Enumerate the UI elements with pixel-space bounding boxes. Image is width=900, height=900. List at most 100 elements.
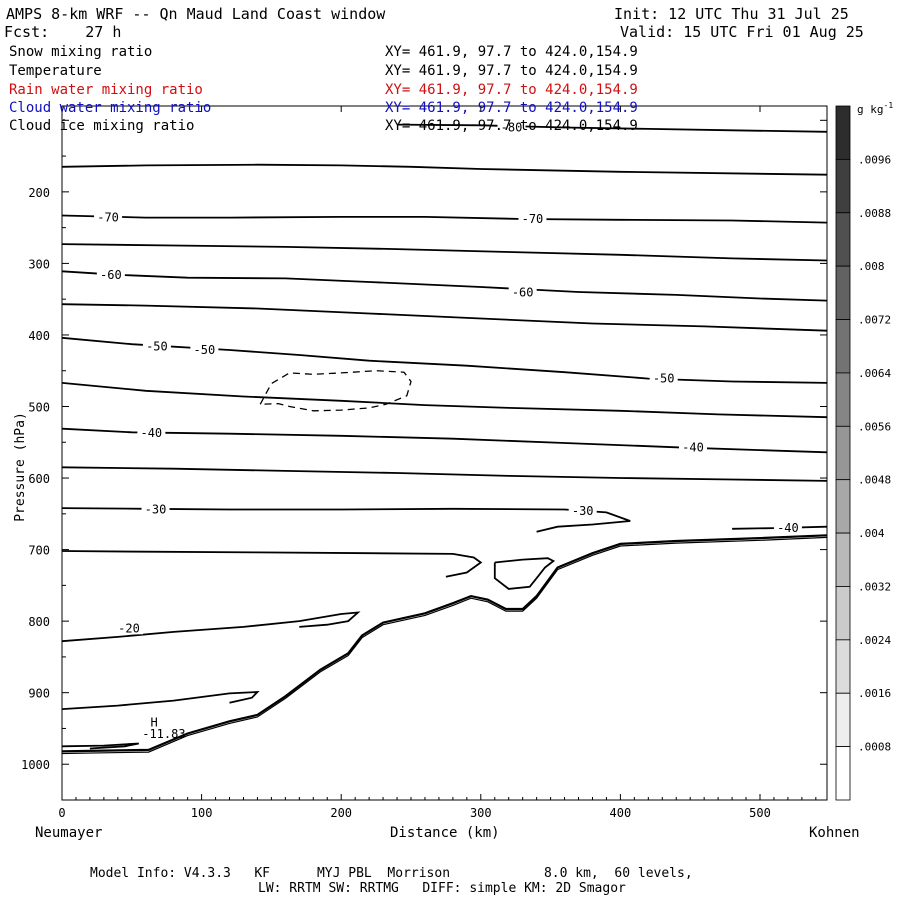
field-name-temperature: Temperature <box>9 63 102 79</box>
contour-label: -70 <box>97 211 119 225</box>
cloud-ice-contour <box>259 370 412 412</box>
contour-label-bg <box>649 371 678 385</box>
surface-annotation: H <box>151 715 158 729</box>
contour-label: -30 <box>145 503 167 517</box>
temperature-contour <box>62 214 827 224</box>
contour-label: -40 <box>682 440 704 454</box>
colorbar-swatch <box>835 372 851 427</box>
contour-label-bg <box>141 502 170 516</box>
colorbar-swatch <box>835 479 851 534</box>
temperature-contour <box>62 382 827 419</box>
colorbar-tick-label: .0032 <box>858 580 891 593</box>
contour-label: -20 <box>118 621 140 635</box>
colorbar-tick-label: .0056 <box>858 420 891 433</box>
valid-time: Valid: 15 UTC Fri 01 Aug 25 <box>620 23 864 41</box>
contour-label-bg <box>497 120 526 134</box>
colorbar-swatch <box>835 639 851 694</box>
temperature-contour <box>62 336 827 384</box>
y-tick-label: 400 <box>28 329 50 343</box>
station-right-label: Kohnen <box>809 825 860 841</box>
x-tick-label: 300 <box>470 806 492 820</box>
station-left-label: Neumayer <box>35 825 103 841</box>
colorbar-tick-label: .008 <box>858 260 885 273</box>
y-tick-label: 500 <box>28 400 50 414</box>
y-tick-label: 900 <box>28 687 50 701</box>
contour-label: -50 <box>653 372 675 386</box>
field-name-rain: Rain water mixing ratio <box>9 82 203 98</box>
contour-label-bg <box>137 425 166 439</box>
x-tick-label: 100 <box>191 806 213 820</box>
colorbar-tick-label: .0016 <box>858 687 891 700</box>
colorbar-swatch <box>835 586 851 641</box>
plot-frame <box>61 105 828 801</box>
temperature-contour <box>62 163 827 176</box>
contour-label: -40 <box>140 426 162 440</box>
y-axis-title: Pressure (hPa) <box>12 412 28 522</box>
field-xy-temperature: XY= 461.9, 97.7 to 424.0,154.9 <box>385 63 638 79</box>
contour-label-bg <box>190 342 219 356</box>
field-xy-cloud-water: XY= 461.9, 97.7 to 424.0,154.9 <box>385 100 638 116</box>
init-time: Init: 12 UTC Thu 31 Jul 25 <box>614 5 849 23</box>
y-tick-label: 200 <box>28 186 50 200</box>
field-name-cloud-water: Cloud water mixing ratio <box>9 100 212 116</box>
contour-label: -50 <box>146 339 168 353</box>
temperature-contour <box>62 243 827 262</box>
colorbar-tick-label: .0072 <box>858 314 891 327</box>
field-xy-rain: XY= 461.9, 97.7 to 424.0,154.9 <box>385 82 638 98</box>
temperature-contour <box>62 270 827 302</box>
colorbar-tick-label: .0008 <box>858 741 891 754</box>
temperature-contour <box>62 742 139 750</box>
terrain-profile <box>62 534 827 753</box>
contour-label-bg <box>773 521 802 535</box>
temperature-contour <box>62 611 361 643</box>
contour-label: -30 <box>572 504 594 518</box>
temperature-contour <box>62 507 631 533</box>
contour-label-bg <box>94 210 123 224</box>
colorbar-swatch <box>835 158 851 214</box>
contour-label-bg <box>142 339 171 353</box>
x-axis-title: Distance (km) <box>390 825 500 841</box>
field-name-snow: Snow mixing ratio <box>9 44 153 60</box>
temperature-contour <box>396 123 827 133</box>
temperature-contour <box>62 550 483 578</box>
contour-label-bg <box>678 440 707 454</box>
contour-label-bg <box>115 621 144 635</box>
temperature-contour <box>62 303 827 332</box>
forecast-hour: Fcst: 27 h <box>4 23 122 41</box>
colorbar-tick-label: .0088 <box>858 207 891 220</box>
colorbar-swatch <box>835 746 851 801</box>
colorbar-tick-label: .0048 <box>858 474 891 487</box>
contour-label: -60 <box>512 286 534 300</box>
colorbar-swatch <box>835 212 851 267</box>
x-tick-label: 500 <box>749 806 771 820</box>
contour-label-bg <box>508 285 537 299</box>
y-tick-label: 1000 <box>21 758 50 772</box>
x-tick-label: 200 <box>330 806 352 820</box>
terrain-profile-lower <box>62 536 827 755</box>
colorbar-swatch <box>835 532 851 587</box>
contour-label-bg <box>518 212 547 226</box>
field-xy-snow: XY= 461.9, 97.7 to 424.0,154.9 <box>385 44 638 60</box>
colorbar-swatch <box>835 425 851 481</box>
x-tick-label: 0 <box>58 806 65 820</box>
colorbar-tick-label: .0024 <box>858 634 891 647</box>
model-info-line2: LW: RRTM SW: RRTMG DIFF: simple KM: 2D S… <box>258 881 626 896</box>
temperature-contour <box>62 466 827 482</box>
colorbar-swatch <box>835 319 851 374</box>
contour-label: -60 <box>100 268 122 282</box>
contour-label: -80 <box>501 120 523 134</box>
contour-label-bg <box>96 267 125 281</box>
temperature-contour <box>493 557 556 590</box>
field-name-cloud-ice: Cloud ice mixing ratio <box>9 118 195 134</box>
colorbar-swatch <box>835 692 851 748</box>
temperature-contour <box>62 690 260 710</box>
colorbar-units: g kg-1 <box>857 101 893 116</box>
model-info-line1: Model Info: V4.3.3 KF MYJ PBL Morrison 8… <box>90 866 693 881</box>
y-tick-label: 300 <box>28 257 50 271</box>
y-tick-label: 700 <box>28 544 50 558</box>
colorbar-swatch <box>835 105 851 160</box>
contour-label: -50 <box>194 343 216 357</box>
contour-label: -70 <box>522 212 544 226</box>
